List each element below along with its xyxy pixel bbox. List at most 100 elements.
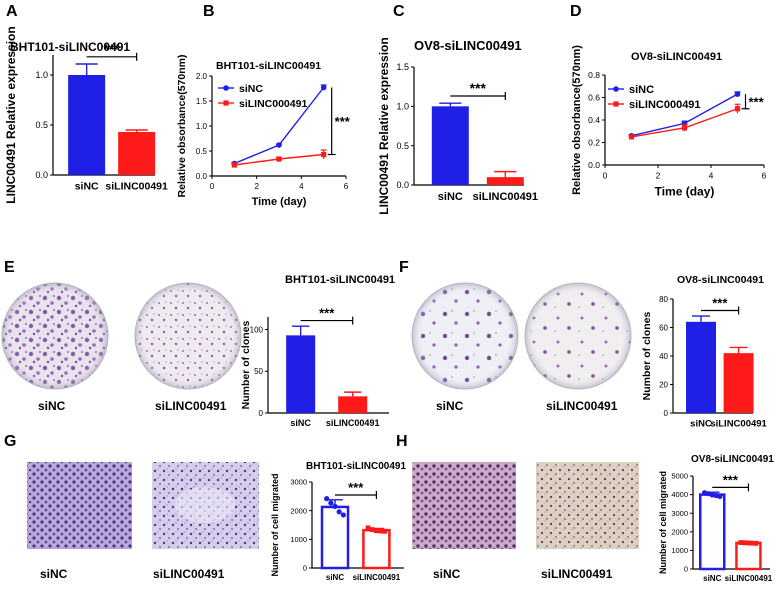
panel-h-category-label: siNC (703, 574, 721, 583)
panel-d-chart: 0.0 0.2 0.4 0.6 0.8 OV8-siLINC00491 Relative o… (571, 45, 767, 199)
panel-b-data-point (276, 142, 282, 148)
panel-g-ytick-label: 2000 (290, 506, 307, 515)
panel-letter-c: C (393, 3, 405, 20)
image-label-sinc: siNC (40, 567, 68, 581)
migration-image-silinc00491 (536, 462, 639, 549)
panel-b-ytick-label: 1.0 (196, 122, 208, 131)
panel-h-ytick-label: 3000 (671, 509, 688, 518)
panel-e-ytick-label: 100 (250, 325, 264, 334)
panel-e-ytick-label: 0 (259, 409, 264, 418)
panel-h-category-label: siLINC00491 (725, 574, 773, 583)
panel-g-ytick-label: 3000 (290, 478, 307, 487)
image-label-sinc: siNC (436, 399, 464, 413)
panel-b-xtick-label: 0 (210, 182, 215, 191)
panel-h-photos: siNC siLINC00491 (412, 462, 639, 581)
panel-g-chart: 0 1000 2000 3000 BHT101-siLINC00491 Number of… (270, 461, 406, 582)
panel-d-title: OV8-siLINC00491 (631, 51, 722, 63)
panel-c-significance: *** (470, 80, 487, 96)
panel-e-category-label: siLINC00491 (326, 418, 380, 428)
panel-b-ytick-label: 2.0 (196, 72, 208, 81)
migration-image-sinc (27, 462, 132, 549)
panel-b-legend-marker (223, 100, 229, 106)
panel-letter-d: D (570, 3, 582, 20)
panel-h-ytick-label: 1000 (671, 546, 688, 555)
panel-f-category-label: siLINC00491 (710, 419, 767, 430)
panel-f-ytick-label: 40 (659, 352, 668, 361)
panel-c-bar-silinc00491 (486, 177, 524, 185)
panel-c-title: OV8-siLINC00491 (414, 38, 522, 53)
panel-f-ytick-label: 0 (664, 409, 669, 418)
panel-g-data-point (378, 528, 383, 534)
image-label-silinc00491: siLINC00491 (153, 567, 225, 581)
panel-a-significance: *** (103, 41, 120, 57)
panel-f-ytick-label: 20 (659, 380, 668, 389)
image-label-sinc: siNC (38, 399, 66, 413)
panel-h-significance: *** (723, 472, 739, 487)
panel-b-y-axis-label: Relative obsorbance(570nm) (176, 55, 188, 198)
migration-image-sinc (412, 462, 516, 549)
panel-h-bar-silinc00491 (735, 541, 762, 571)
panel-a-category-label: siLINC00491 (105, 181, 168, 193)
panel-b-significance: *** (335, 114, 351, 129)
panel-letter-a: A (6, 3, 18, 20)
panel-letter-h: H (396, 433, 408, 450)
panel-a-category-label: siNC (75, 181, 99, 193)
panel-a-ytick-label: 0.0 (35, 170, 48, 180)
panel-e-bar-sinc (286, 335, 316, 413)
panel-f-significance: *** (712, 296, 728, 311)
image-label-silinc00491: siLINC00491 (546, 399, 618, 413)
panel-d-data-point (681, 125, 688, 131)
panel-h-data-point (738, 540, 744, 545)
panel-g-data-point (365, 525, 371, 531)
panel-d-legend-label: siNC (629, 84, 654, 96)
panel-c-chart: 0.0 0.5 1.0 1.5 OV8-siLINC00491 LINC00491 Rel… (377, 37, 538, 214)
panel-g-data-point (374, 528, 379, 534)
panel-d-ytick-label: 0.6 (588, 92, 600, 102)
panel-h-data-point (746, 540, 751, 546)
panel-h-ytick-label: 2000 (671, 527, 688, 536)
panel-f-bar-sinc (686, 321, 716, 413)
panel-a-y-axis-label: LINC00491 Relative expression (4, 26, 18, 203)
panel-f-category-label: siNC (690, 419, 712, 430)
panel-e-bar-silinc00491 (338, 396, 368, 413)
panel-e-photos: siNC siLINC00491 (1, 282, 242, 413)
panel-g-data-point (332, 503, 338, 509)
panel-h-title: OV8-siLINC00491 (691, 454, 774, 465)
panel-g-data-point (328, 500, 334, 506)
panel-f-y-axis-label: Number of clones (641, 312, 653, 401)
panel-h-data-point (717, 493, 723, 500)
panel-a-bar-sinc (68, 75, 106, 175)
panel-h-bar-sinc (699, 493, 726, 571)
panel-b-xtick-label: 4 (299, 182, 304, 191)
panel-g-title: BHT101-siLINC00491 (306, 461, 406, 472)
panel-f-photos: siNC siLINC00491 (411, 282, 632, 413)
panel-b-legend-label: siLINC000491 (239, 98, 307, 110)
panel-e-chart: 0 50 100 BHT101-siLINC00491 Number of clones… (240, 274, 395, 428)
panel-d-legend-marker (613, 86, 619, 92)
panel-g-data-point (340, 512, 346, 518)
panel-f-chart: 0 20 40 60 80 OV8-siLINC00491 Number of clones… (641, 274, 768, 430)
panel-d-xtick-label: 2 (656, 171, 661, 181)
panel-d-xtick-label: 6 (762, 171, 767, 181)
panel-g-y-axis-label: Number of cell migrated (270, 473, 280, 576)
panel-b-xtick-label: 6 (344, 182, 349, 191)
image-label-silinc00491: siLINC00491 (541, 567, 613, 581)
panel-b-legend-marker (223, 85, 229, 91)
panel-h-ytick-label: 4000 (671, 490, 688, 499)
panel-e-category-label: siNC (290, 418, 311, 428)
panel-letter-e: E (4, 259, 15, 276)
panel-g-bar-silinc00491 (362, 528, 391, 570)
panel-b-x-axis-label: Time (day) (252, 196, 307, 208)
panel-f-ytick-label: 60 (659, 323, 668, 332)
panel-g-ytick-label: 1000 (290, 535, 307, 544)
panel-c-category-label: siLINC00491 (473, 191, 538, 203)
panel-c-ytick-label: 1.0 (396, 101, 409, 111)
panel-f-title: OV8-siLINC00491 (677, 274, 764, 286)
panel-c-bar-sinc (431, 106, 469, 185)
panel-a-title: BHT101-siLINC00491 (10, 40, 130, 54)
panel-d-xtick-label: 0 (603, 171, 608, 181)
panel-g-photos: siNC siLINC00491 (27, 462, 259, 581)
panel-g-category-label: siNC (326, 573, 344, 582)
panel-b-data-point (321, 151, 327, 158)
